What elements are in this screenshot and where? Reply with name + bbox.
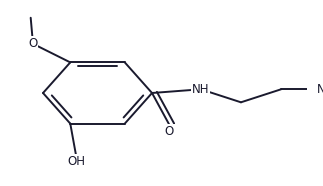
Text: NH: NH <box>192 83 210 96</box>
Text: O: O <box>165 125 174 138</box>
Text: O: O <box>28 37 37 50</box>
Text: N: N <box>317 83 323 96</box>
Text: OH: OH <box>67 155 85 168</box>
